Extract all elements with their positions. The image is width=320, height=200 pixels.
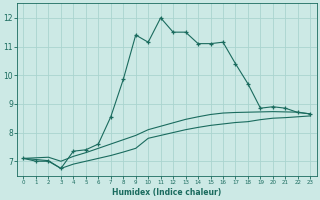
X-axis label: Humidex (Indice chaleur): Humidex (Indice chaleur) (112, 188, 221, 197)
